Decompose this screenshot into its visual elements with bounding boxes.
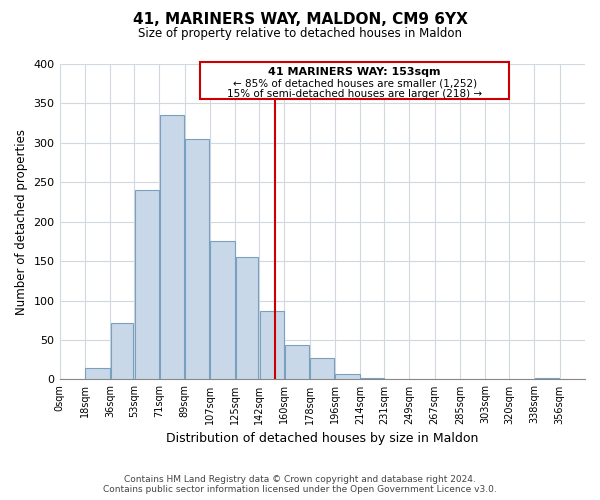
Text: Contains HM Land Registry data © Crown copyright and database right 2024.: Contains HM Land Registry data © Crown c…	[124, 475, 476, 484]
Bar	[285, 344, 309, 380]
Bar	[260, 311, 284, 380]
Bar	[211, 242, 235, 380]
X-axis label: Distribution of detached houses by size in Maldon: Distribution of detached houses by size …	[166, 432, 478, 445]
Bar	[160, 116, 184, 380]
Bar	[535, 378, 559, 380]
Text: 15% of semi-detached houses are larger (218) →: 15% of semi-detached houses are larger (…	[227, 89, 482, 99]
Text: 41 MARINERS WAY: 153sqm: 41 MARINERS WAY: 153sqm	[268, 67, 441, 77]
Text: Size of property relative to detached houses in Maldon: Size of property relative to detached ho…	[138, 28, 462, 40]
FancyBboxPatch shape	[200, 62, 509, 100]
Bar	[310, 358, 334, 380]
Bar	[335, 374, 359, 380]
Bar	[236, 257, 259, 380]
Bar	[85, 368, 110, 380]
Text: Contains public sector information licensed under the Open Government Licence v3: Contains public sector information licen…	[103, 485, 497, 494]
Bar	[110, 322, 133, 380]
Text: 41, MARINERS WAY, MALDON, CM9 6YX: 41, MARINERS WAY, MALDON, CM9 6YX	[133, 12, 467, 28]
Bar	[361, 378, 383, 380]
Y-axis label: Number of detached properties: Number of detached properties	[15, 128, 28, 314]
Bar	[134, 190, 159, 380]
Bar	[185, 139, 209, 380]
Text: ← 85% of detached houses are smaller (1,252): ← 85% of detached houses are smaller (1,…	[233, 78, 476, 88]
